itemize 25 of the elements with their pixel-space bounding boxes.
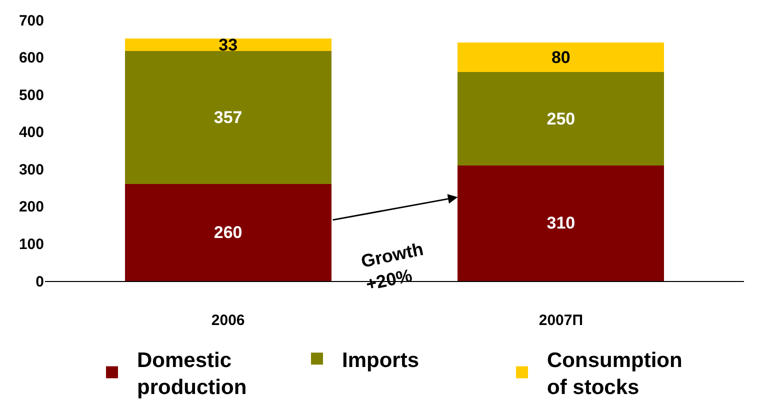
- x-tick-label: 2006: [211, 312, 245, 329]
- data-label: 260: [214, 223, 242, 242]
- legend-label: Imports: [342, 348, 420, 372]
- y-tick-label: 100: [18, 236, 44, 253]
- y-tick-label: 0: [36, 273, 44, 290]
- data-label: 33: [218, 35, 238, 54]
- data-label: 357: [214, 108, 242, 128]
- legend-label: Domestic production: [137, 348, 247, 400]
- bar: [124, 184, 332, 281]
- y-tick-label: 200: [18, 198, 44, 216]
- bar: [124, 38, 332, 51]
- y-tick-label: 300: [18, 161, 44, 178]
- data-label: 80: [551, 48, 570, 67]
- bar: [458, 72, 664, 166]
- x-tick-label: 2007П: [538, 312, 584, 329]
- data-label: 310: [546, 214, 576, 233]
- bar: [458, 42, 664, 72]
- y-tick-label: 700: [18, 12, 44, 30]
- data-label: 250: [546, 109, 576, 128]
- bar: [458, 165, 664, 281]
- y-tick-label: 500: [18, 86, 44, 104]
- y-tick-label: 400: [18, 124, 44, 142]
- y-tick-label: 600: [18, 50, 44, 67]
- legend-label: Consumption of stocks: [547, 348, 682, 400]
- bar: [124, 50, 332, 184]
